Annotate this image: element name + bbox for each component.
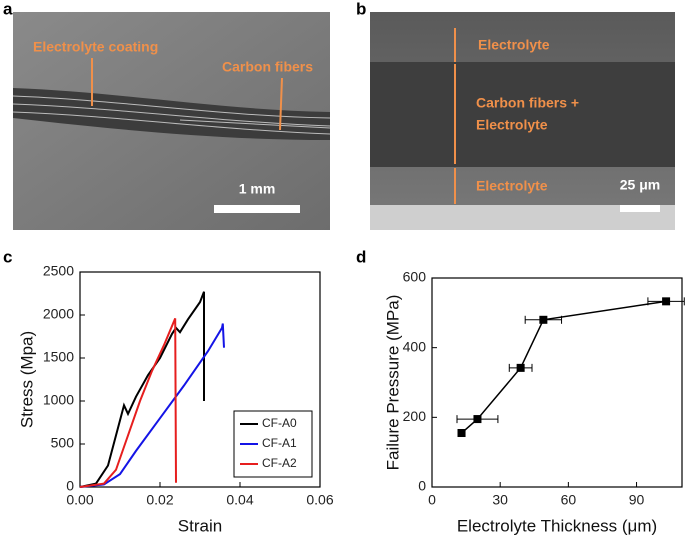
scale-bar bbox=[214, 205, 300, 213]
line-series bbox=[79, 323, 225, 488]
y-tick-label: 2000 bbox=[43, 306, 74, 322]
plot-frame bbox=[431, 277, 683, 488]
panel-b: b Electrolyte Carbon fibers + Electrolyt… bbox=[356, 0, 675, 230]
y-axis-label: Stress (Mpa) bbox=[17, 331, 36, 428]
panel-label: b bbox=[356, 0, 366, 18]
scale-label: 1 mm bbox=[239, 181, 276, 197]
x-tick-label: 30 bbox=[492, 492, 508, 508]
legend-label: CF-A2 bbox=[262, 456, 297, 470]
x-tick-label: 0.02 bbox=[146, 492, 173, 508]
y-tick-label: 0 bbox=[418, 478, 426, 494]
point bbox=[539, 315, 548, 324]
point bbox=[457, 429, 466, 438]
x-axis-label: Strain bbox=[178, 516, 222, 535]
plot-frame bbox=[79, 271, 321, 488]
y-tick-label: 400 bbox=[403, 338, 427, 354]
line-series bbox=[79, 318, 177, 488]
y-tick-label: 200 bbox=[403, 408, 427, 424]
legend-label: CF-A0 bbox=[262, 416, 297, 430]
y-tick-label: 1500 bbox=[43, 349, 74, 365]
point bbox=[473, 415, 482, 424]
y-axis-label: Failure Pressure (MPa) bbox=[383, 295, 402, 471]
x-tick-label: 0.04 bbox=[226, 492, 253, 508]
x-tick-label: 60 bbox=[561, 492, 577, 508]
panel-label: a bbox=[3, 0, 13, 18]
connector bbox=[461, 300, 667, 434]
annotation: Electrolyte coating bbox=[33, 39, 158, 55]
scale-label: 25 μm bbox=[620, 177, 660, 193]
x-tick-label: 0.06 bbox=[306, 492, 333, 508]
annotation: Electrolyte bbox=[476, 117, 548, 133]
annotation: Carbon fibers bbox=[222, 59, 313, 75]
annotation: Electrolyte bbox=[476, 178, 548, 194]
y-tick-label: 2500 bbox=[43, 263, 74, 279]
y-tick-label: 500 bbox=[51, 435, 75, 451]
point bbox=[516, 363, 525, 372]
panel-label: c bbox=[3, 247, 12, 266]
panel-label: d bbox=[356, 247, 366, 266]
panel-a: a Electrolyte coating Carbon fibers 1 mm bbox=[3, 0, 331, 230]
x-tick-label: 90 bbox=[629, 492, 645, 508]
annotation: Carbon fibers + bbox=[476, 95, 579, 111]
fibers bbox=[12, 95, 331, 135]
arrow bbox=[279, 77, 283, 131]
y-tick-label: 1000 bbox=[43, 392, 74, 408]
fiber-layer bbox=[370, 62, 675, 167]
annotation: Electrolyte bbox=[478, 37, 550, 53]
x-axis-label: Electrolyte Thickness (μm) bbox=[457, 516, 657, 535]
y-tick-label: 0 bbox=[66, 478, 74, 494]
point bbox=[662, 297, 671, 306]
y-tick-label: 600 bbox=[403, 269, 427, 285]
x-tick-label: 0 bbox=[428, 492, 436, 508]
x-tick-label: 0.00 bbox=[66, 492, 93, 508]
scale-bar bbox=[620, 205, 660, 212]
legend-label: CF-A1 bbox=[262, 436, 297, 450]
line-series bbox=[79, 291, 205, 488]
